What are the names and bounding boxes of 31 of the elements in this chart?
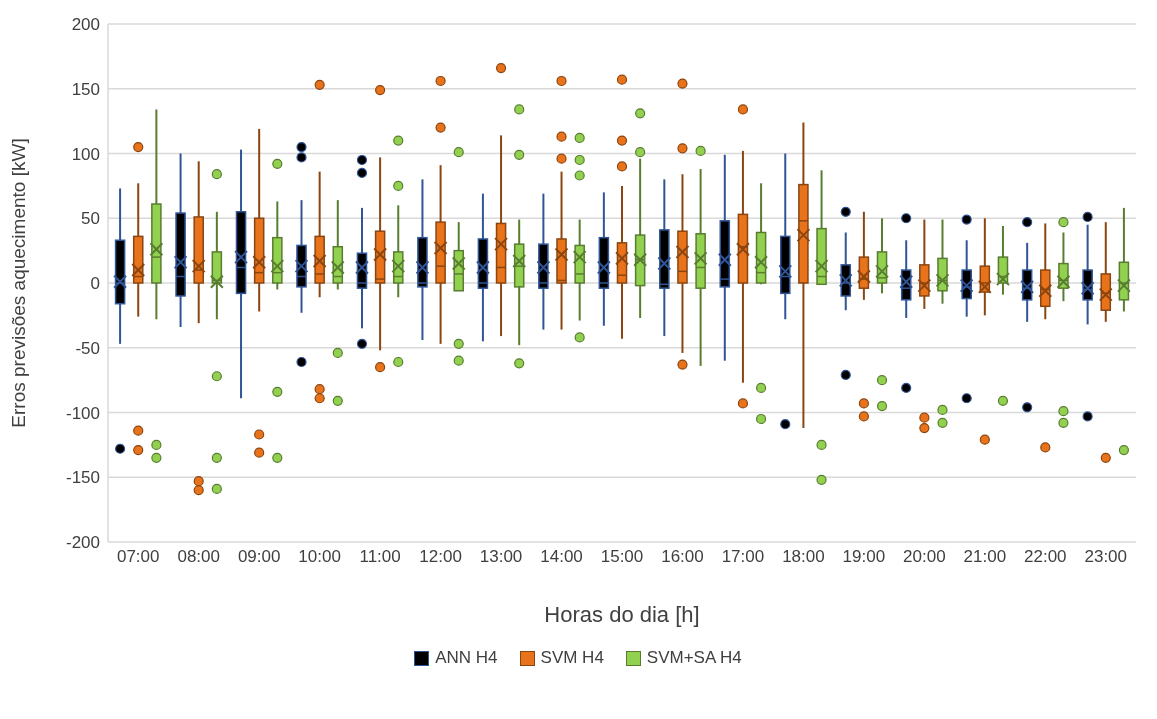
x-tick-label: 22:00 [1024,547,1067,567]
x-tick-label: 09:00 [237,547,281,567]
y-tick-label: 200 [71,15,100,35]
x-tick-label: 07:00 [116,547,160,567]
x-tick-label: 13:00 [479,547,523,567]
y-tick-label: -100 [65,403,100,423]
x-tick-label: 12:00 [419,547,462,567]
y-tick-label: -150 [65,468,100,488]
y-axis-title: Erros previsões aquecimento [kW] [7,138,29,428]
x-tick-label: 23:00 [1084,547,1128,567]
y-tick-label: 0 [90,274,100,294]
x-tick-label: 14:00 [540,547,583,567]
x-tick-label: 19:00 [842,547,886,567]
x-tick-label: 21:00 [963,547,1007,567]
x-tick-label: 17:00 [721,547,765,567]
legend-label: SVM H4 [540,648,604,668]
x-tick-label: 08:00 [177,547,220,567]
x-tick-label: 11:00 [359,547,401,567]
x-tick-label: 18:00 [782,547,825,567]
legend-label: SVM+SA H4 [646,648,742,668]
y-tick-label: 50 [81,209,100,229]
y-tick-label: -50 [75,338,100,358]
x-tick-label: 16:00 [661,547,704,567]
x-tick-label: 15:00 [600,547,644,567]
legend-label: ANN H4 [435,648,498,668]
x-tick-label: 20:00 [903,547,946,567]
x-tick-label: 10:00 [298,547,341,567]
y-tick-label: 150 [71,79,100,99]
x-axis-title: Horas do dia [h] [544,602,700,627]
y-tick-label: 100 [71,144,100,164]
y-tick-label: -200 [65,533,100,553]
